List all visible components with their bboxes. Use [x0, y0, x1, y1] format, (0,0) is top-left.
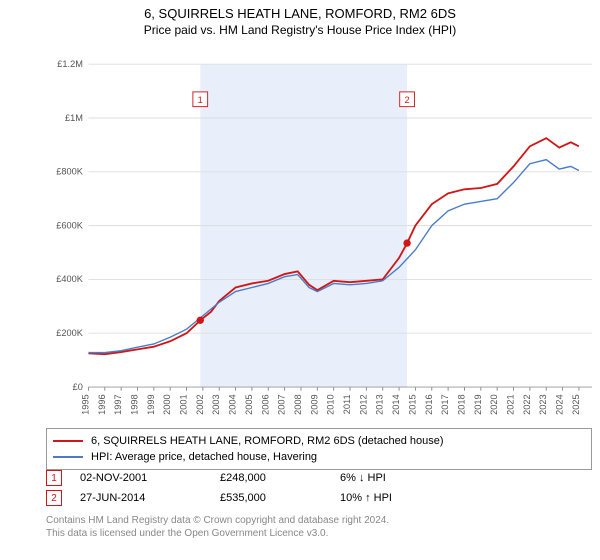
svg-text:£400K: £400K: [56, 274, 84, 284]
svg-text:2022: 2022: [522, 394, 532, 415]
svg-text:£800K: £800K: [56, 167, 84, 177]
svg-text:2013: 2013: [375, 394, 385, 415]
svg-text:2008: 2008: [293, 394, 303, 415]
svg-text:2019: 2019: [473, 394, 483, 415]
svg-text:2024: 2024: [555, 394, 565, 415]
svg-text:£200K: £200K: [56, 328, 84, 338]
svg-text:2003: 2003: [211, 394, 221, 415]
title-main: 6, SQUIRRELS HEATH LANE, ROMFORD, RM2 6D…: [0, 6, 600, 21]
legend-row: 6, SQUIRRELS HEATH LANE, ROMFORD, RM2 6D…: [53, 433, 585, 449]
svg-text:1996: 1996: [97, 394, 107, 415]
legend-label: HPI: Average price, detached house, Have…: [91, 451, 317, 463]
sales-row: 1 02-NOV-2001£248,0006% ↓ HPI: [46, 468, 592, 488]
sales-row: 2 27-JUN-2014£535,00010% ↑ HPI: [46, 488, 592, 508]
sale-label-1: 1: [198, 95, 203, 105]
svg-text:2025: 2025: [571, 394, 581, 415]
sales-table: 1 02-NOV-2001£248,0006% ↓ HPI 2 27-JUN-2014…: [46, 468, 592, 508]
chart-container: 6, SQUIRRELS HEATH LANE, ROMFORD, RM2 6D…: [0, 0, 600, 560]
svg-text:2007: 2007: [277, 394, 287, 415]
sale-date: 27-JUN-2014: [80, 492, 220, 504]
title-sub: Price paid vs. HM Land Registry's House …: [0, 23, 600, 37]
svg-text:2023: 2023: [538, 394, 548, 415]
sale-marker: 1: [46, 470, 62, 486]
svg-text:2014: 2014: [391, 394, 401, 415]
svg-text:2010: 2010: [326, 394, 336, 415]
legend-row: HPI: Average price, detached house, Have…: [53, 449, 585, 465]
sale-delta: 6% ↓ HPI: [340, 472, 460, 484]
sale-marker: 2: [46, 490, 62, 506]
sale-date: 02-NOV-2001: [80, 472, 220, 484]
svg-text:2005: 2005: [244, 394, 254, 415]
svg-text:2000: 2000: [162, 394, 172, 415]
sale-dot-2: [403, 239, 410, 246]
svg-text:2002: 2002: [195, 394, 205, 415]
legend-box: 6, SQUIRRELS HEATH LANE, ROMFORD, RM2 6D…: [46, 428, 592, 470]
svg-text:1997: 1997: [113, 394, 123, 415]
footer-line1: Contains HM Land Registry data © Crown c…: [46, 514, 389, 527]
svg-text:2018: 2018: [456, 394, 466, 415]
svg-text:2009: 2009: [309, 394, 319, 415]
svg-text:1995: 1995: [80, 394, 90, 415]
title-block: 6, SQUIRRELS HEATH LANE, ROMFORD, RM2 6D…: [0, 0, 600, 37]
svg-text:2021: 2021: [506, 394, 516, 415]
sale-delta: 10% ↑ HPI: [340, 492, 460, 504]
svg-text:2001: 2001: [179, 394, 189, 415]
svg-text:2004: 2004: [228, 394, 238, 415]
svg-text:2006: 2006: [260, 394, 270, 415]
svg-text:2012: 2012: [358, 394, 368, 415]
svg-text:£1.2M: £1.2M: [57, 59, 83, 69]
legend-swatch: [53, 456, 83, 458]
sale-dot-1: [197, 317, 204, 324]
svg-text:1999: 1999: [146, 394, 156, 415]
svg-text:£1M: £1M: [65, 113, 83, 123]
sale-price: £248,000: [220, 472, 340, 484]
svg-text:2015: 2015: [407, 394, 417, 415]
footer-line2: This data is licensed under the Open Gov…: [46, 527, 389, 540]
footer: Contains HM Land Registry data © Crown c…: [46, 514, 389, 540]
svg-text:£600K: £600K: [56, 220, 84, 230]
legend-label: 6, SQUIRRELS HEATH LANE, ROMFORD, RM2 6D…: [91, 435, 444, 447]
svg-text:1998: 1998: [129, 394, 139, 415]
svg-text:2017: 2017: [440, 394, 450, 415]
chart-svg: £0 £200K £400K £600K £800K £1M £1.2M 1995 1996 19…: [46, 48, 592, 418]
svg-text:2011: 2011: [342, 394, 352, 414]
sale-label-2: 2: [405, 95, 410, 105]
legend-swatch: [53, 440, 83, 442]
sale-price: £535,000: [220, 492, 340, 504]
svg-text:2020: 2020: [489, 394, 499, 415]
svg-text:2016: 2016: [424, 394, 434, 415]
svg-text:£0: £0: [73, 382, 83, 392]
